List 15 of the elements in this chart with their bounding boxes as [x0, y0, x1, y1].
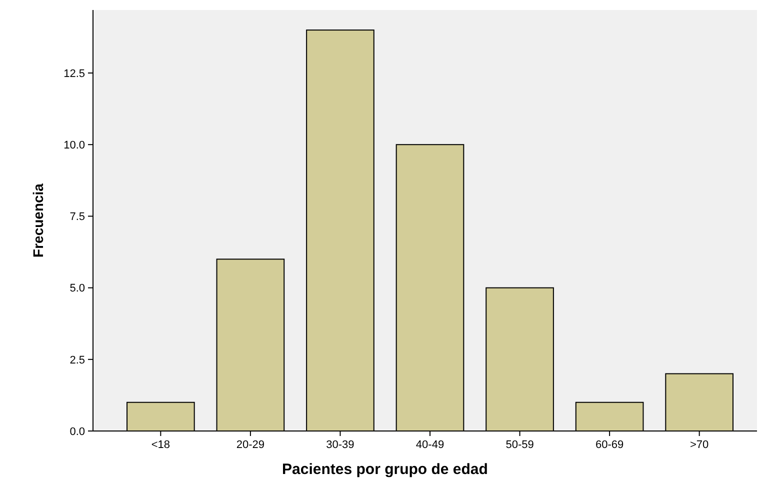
y-tick-label: 2.5 — [70, 354, 85, 366]
x-tick-label: <18 — [151, 439, 170, 451]
x-tick-label: 40-49 — [416, 439, 444, 451]
y-tick-label: 7.5 — [70, 211, 85, 224]
x-tick-label: 60-69 — [595, 439, 624, 451]
y-tick-label: 12.5 — [64, 68, 85, 80]
x-tick-label: 50-59 — [506, 439, 534, 451]
x-tick-label: 20-29 — [236, 439, 265, 451]
y-tick-label: 5.0 — [70, 282, 85, 295]
x-tick-label: >70 — [690, 439, 709, 451]
y-tick-label: 0.0 — [70, 426, 85, 438]
y-axis-title: Frecuencia — [30, 183, 46, 258]
x-axis-title: Pacientes por grupo de edad — [282, 461, 488, 478]
y-tick-label: 10.0 — [64, 139, 85, 152]
x-tick-label: 30-39 — [326, 439, 354, 451]
